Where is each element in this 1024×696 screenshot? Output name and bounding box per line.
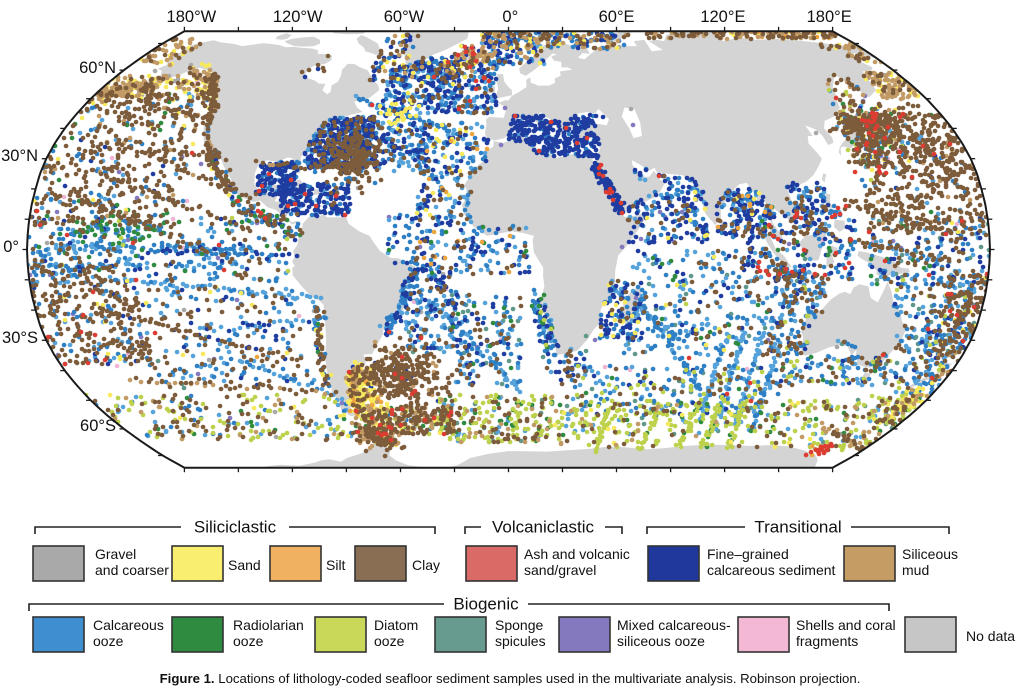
svg-text:Radiolarian: Radiolarian bbox=[233, 617, 304, 633]
svg-text:120°E: 120°E bbox=[700, 8, 745, 26]
svg-text:30°S: 30°S bbox=[2, 329, 38, 347]
svg-text:60°S: 60°S bbox=[80, 417, 116, 435]
svg-text:Sand: Sand bbox=[228, 557, 261, 573]
svg-text:mud: mud bbox=[902, 562, 929, 578]
svg-text:0°: 0° bbox=[3, 238, 19, 256]
svg-text:ooze: ooze bbox=[374, 633, 405, 649]
svg-text:spicules: spicules bbox=[495, 633, 546, 649]
svg-text:60°N: 60°N bbox=[79, 59, 116, 77]
svg-text:Ash and volcanic: Ash and volcanic bbox=[524, 546, 630, 562]
svg-text:ooze: ooze bbox=[93, 633, 124, 649]
svg-text:Transitional: Transitional bbox=[754, 518, 841, 537]
svg-text:Silt: Silt bbox=[326, 557, 346, 573]
svg-text:Siliciclastic: Siliciclastic bbox=[194, 518, 277, 537]
svg-text:fragments: fragments bbox=[796, 633, 858, 649]
svg-text:60°E: 60°E bbox=[599, 8, 635, 26]
svg-text:sand/gravel: sand/gravel bbox=[524, 562, 596, 578]
svg-text:Biogenic: Biogenic bbox=[453, 595, 519, 614]
svg-text:Clay: Clay bbox=[412, 557, 440, 573]
svg-text:No data: No data bbox=[966, 628, 1015, 644]
svg-text:siliceous ooze: siliceous ooze bbox=[617, 633, 705, 649]
svg-text:ooze: ooze bbox=[233, 633, 264, 649]
svg-text:Mixed calcareous-: Mixed calcareous- bbox=[617, 617, 731, 633]
svg-text:60°W: 60°W bbox=[384, 8, 425, 26]
svg-text:Diatom: Diatom bbox=[374, 617, 418, 633]
svg-text:Calcareous: Calcareous bbox=[93, 617, 164, 633]
svg-text:and coarser: and coarser bbox=[95, 562, 169, 578]
svg-text:Figure 1. Locations of litholo: Figure 1. Locations of lithology-coded s… bbox=[160, 671, 861, 686]
svg-text:180°E: 180°E bbox=[807, 8, 852, 26]
svg-text:0°: 0° bbox=[502, 8, 518, 26]
svg-text:Shells and coral: Shells and coral bbox=[796, 617, 896, 633]
svg-text:calcareous sediment: calcareous sediment bbox=[707, 562, 836, 578]
svg-text:Fine–grained: Fine–grained bbox=[707, 546, 789, 562]
svg-text:Volcaniclastic: Volcaniclastic bbox=[492, 518, 595, 537]
svg-text:180°W: 180°W bbox=[167, 8, 217, 26]
svg-text:Sponge: Sponge bbox=[495, 617, 543, 633]
svg-text:Gravel: Gravel bbox=[95, 546, 136, 562]
svg-text:30°N: 30°N bbox=[1, 147, 38, 165]
svg-text:Siliceous: Siliceous bbox=[902, 546, 958, 562]
svg-text:120°W: 120°W bbox=[273, 8, 323, 26]
